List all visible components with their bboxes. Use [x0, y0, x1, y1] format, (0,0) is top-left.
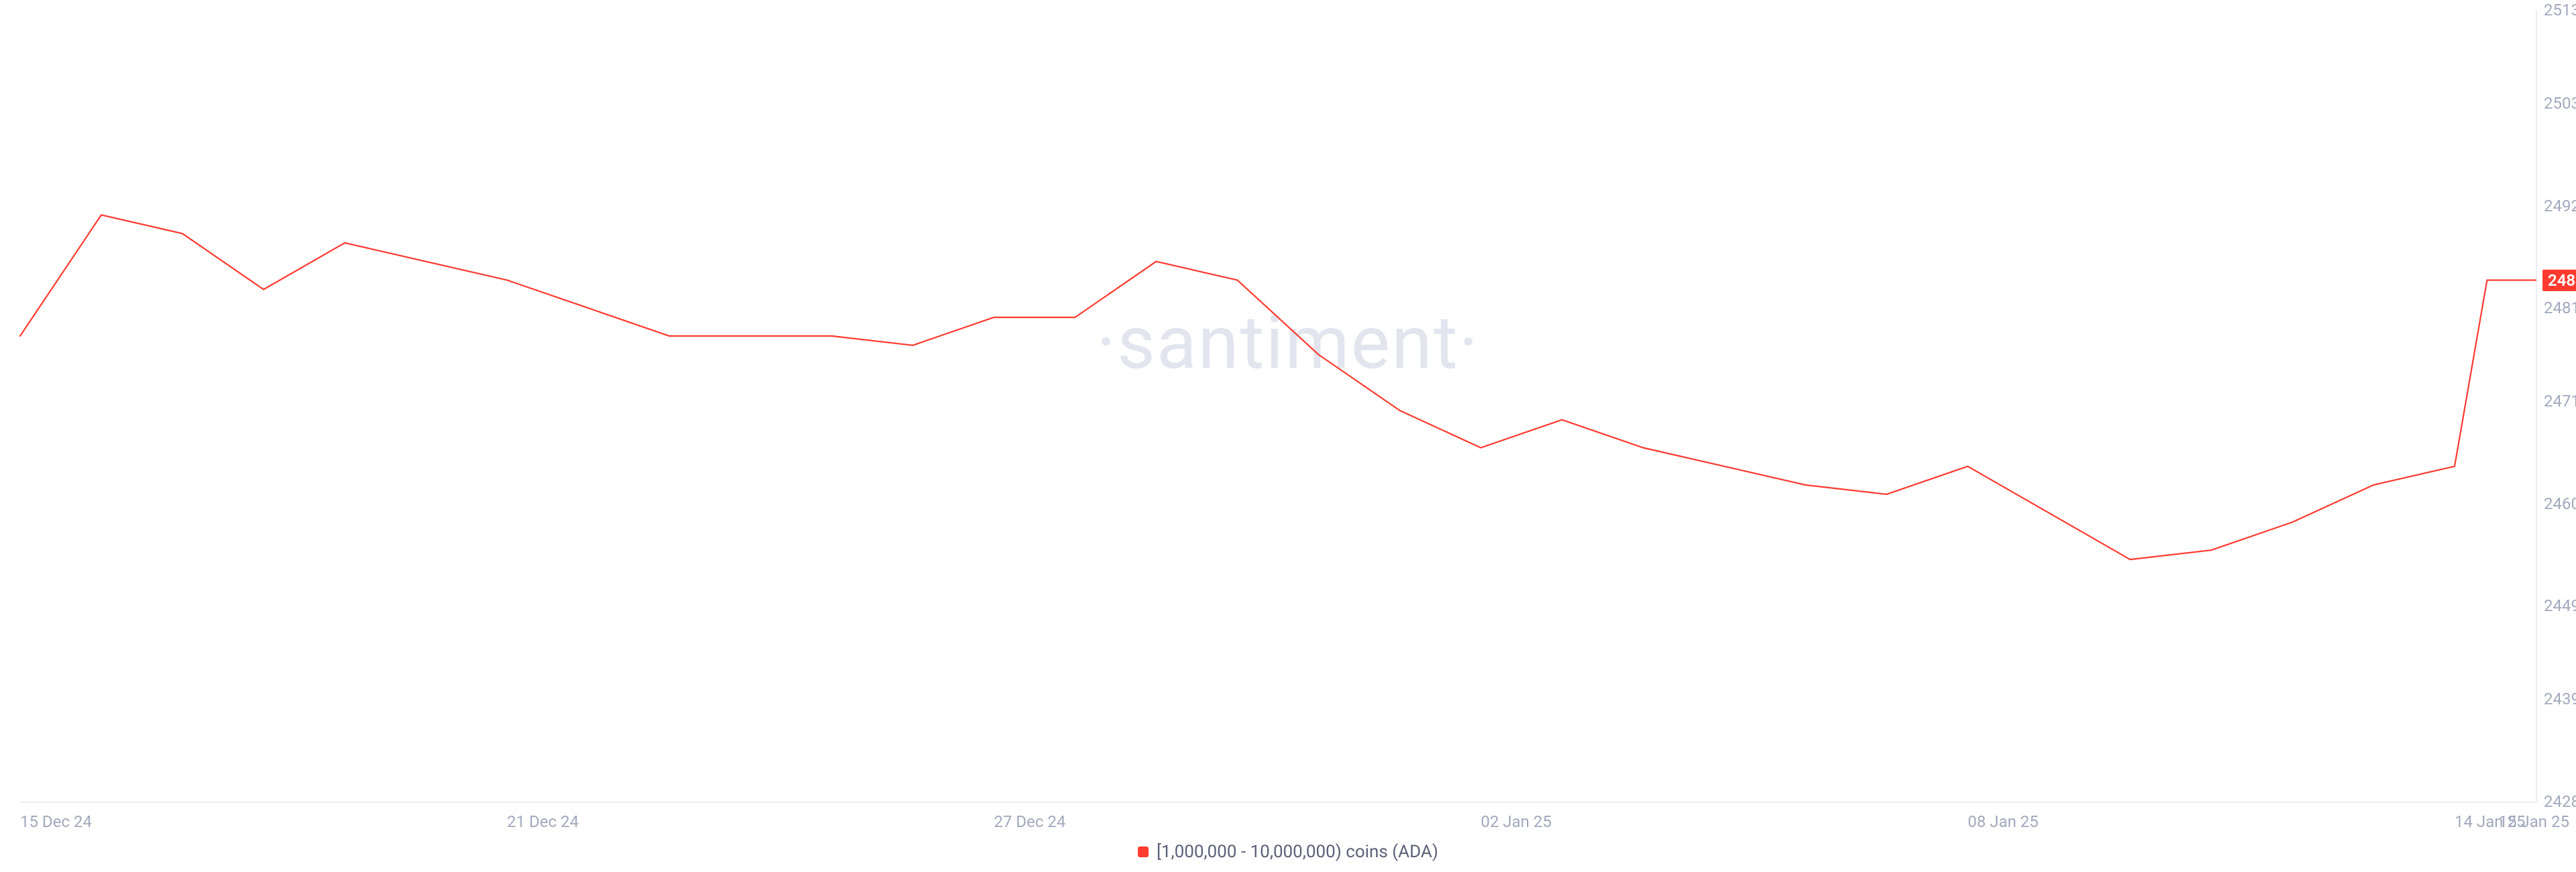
legend: [1,000,000 - 10,000,000) coins (ADA) [1138, 842, 1438, 862]
legend-swatch-icon [1138, 847, 1148, 857]
chart-container: 242824392449246024712481249225032513 15 … [0, 0, 2576, 872]
series-path [20, 215, 2536, 559]
line-series [0, 0, 2576, 872]
current-value-badge: 2484 [2542, 270, 2576, 291]
legend-label: [1,000,000 - 10,000,000) coins (ADA) [1157, 842, 1438, 862]
